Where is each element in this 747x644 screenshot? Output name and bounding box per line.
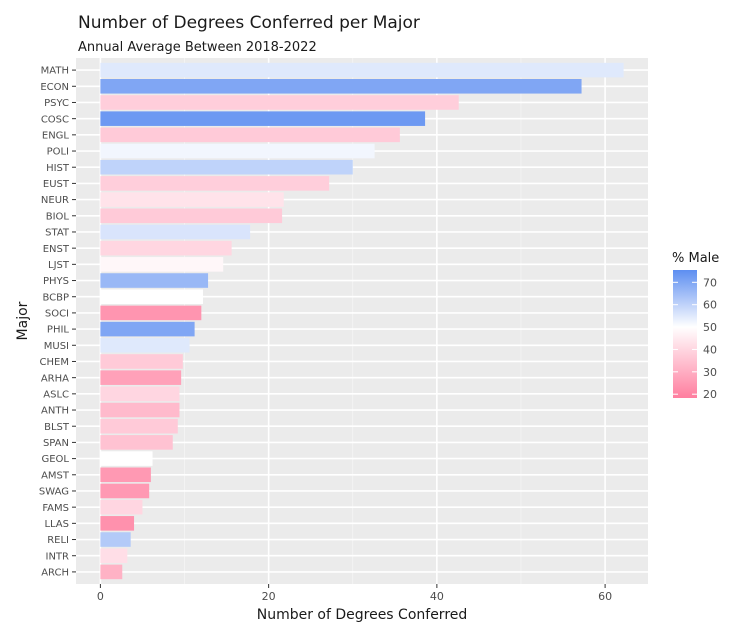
bar-stat bbox=[100, 224, 251, 240]
y-tick-label: RELI bbox=[47, 535, 69, 546]
bar-arch bbox=[100, 564, 123, 580]
legend-label: 50 bbox=[703, 321, 717, 334]
y-tick-label: ANTH bbox=[41, 406, 69, 417]
y-tick-label: PSYC bbox=[44, 98, 69, 109]
bar-anth bbox=[100, 402, 180, 418]
y-tick-label: LJST bbox=[48, 260, 70, 271]
bars bbox=[100, 62, 624, 580]
bar-amst bbox=[100, 467, 151, 483]
bar-hist bbox=[100, 159, 353, 175]
bar-phil bbox=[100, 321, 195, 337]
y-tick-label: ARCH bbox=[41, 568, 69, 579]
y-tick-label: SOCI bbox=[45, 309, 69, 320]
bar-span bbox=[100, 435, 173, 450]
bar-musi bbox=[100, 337, 190, 353]
bar-math bbox=[100, 62, 624, 78]
y-tick-label: FAMS bbox=[42, 503, 69, 514]
bar-fams bbox=[100, 499, 143, 515]
y-tick-label: CHEM bbox=[40, 357, 69, 368]
bar-biol bbox=[100, 208, 283, 224]
bar-blst bbox=[100, 418, 178, 434]
bar-soci bbox=[100, 305, 202, 321]
bar-neur bbox=[100, 192, 284, 207]
bar-ljst bbox=[100, 257, 224, 272]
y-tick-label: MUSI bbox=[44, 341, 69, 352]
bar-intr bbox=[100, 548, 128, 564]
x-tick-label: 0 bbox=[97, 590, 104, 603]
y-axis-title: Major bbox=[15, 301, 31, 340]
x-tick-label: 40 bbox=[430, 590, 444, 603]
y-tick-label: SWAG bbox=[39, 487, 69, 498]
bar-phys bbox=[100, 273, 209, 288]
bar-cosc bbox=[100, 111, 426, 126]
bar-bcbp bbox=[100, 289, 204, 305]
y-tick-label: ECON bbox=[40, 82, 69, 93]
y-tick-label: ENGL bbox=[42, 130, 70, 141]
legend: % Male 70 60 50 40 30 20 bbox=[672, 251, 719, 401]
y-tick-label: STAT bbox=[45, 228, 70, 239]
bar-reli bbox=[100, 532, 131, 547]
y-tick-label: LLAS bbox=[44, 519, 69, 530]
y-tick-label: BLST bbox=[44, 422, 70, 433]
legend-label: 60 bbox=[703, 299, 717, 312]
bar-engl bbox=[100, 127, 400, 143]
legend-label: 30 bbox=[703, 366, 717, 379]
bar-eust bbox=[100, 176, 330, 191]
bar-llas bbox=[100, 516, 135, 531]
y-tick-label: BIOL bbox=[46, 211, 70, 222]
legend-colorbar bbox=[673, 270, 697, 398]
y-tick-label: NEUR bbox=[41, 195, 69, 206]
bar-chem bbox=[100, 354, 183, 369]
bar-swag bbox=[100, 483, 150, 499]
y-axis: MATH ECON PSYC COSC ENGL POLI HIST EUST NEUR BIOL… bbox=[39, 66, 76, 579]
y-tick-label: ASLC bbox=[43, 389, 69, 400]
y-tick-label: AMST bbox=[41, 470, 70, 481]
y-tick-label: ENST bbox=[43, 244, 70, 255]
y-tick-label: HIST bbox=[46, 163, 70, 174]
bar-psyc bbox=[100, 95, 459, 110]
y-tick-label: GEOL bbox=[41, 454, 69, 465]
legend-label: 20 bbox=[703, 388, 717, 401]
x-tick-label: 20 bbox=[262, 590, 276, 603]
legend-label: 40 bbox=[703, 343, 717, 356]
y-tick-label: PHIL bbox=[47, 325, 69, 336]
x-tick-label: 60 bbox=[598, 590, 612, 603]
bar-poli bbox=[100, 143, 375, 159]
y-tick-label: SPAN bbox=[43, 438, 69, 449]
y-tick-label: POLI bbox=[47, 147, 69, 158]
y-tick-label: ARHA bbox=[41, 373, 69, 384]
legend-title: % Male bbox=[672, 251, 719, 266]
y-tick-label: COSC bbox=[41, 114, 69, 125]
y-tick-label: INTR bbox=[46, 551, 70, 562]
y-tick-label: EUST bbox=[43, 179, 70, 190]
y-tick-label: MATH bbox=[41, 66, 69, 77]
bar-enst bbox=[100, 240, 232, 256]
bar-econ bbox=[100, 78, 582, 94]
y-tick-label: BCBP bbox=[42, 292, 69, 303]
bar-arha bbox=[100, 370, 182, 385]
bar-aslc bbox=[100, 386, 180, 402]
y-tick-label: PHYS bbox=[43, 276, 69, 287]
chart-subtitle: Annual Average Between 2018-2022 bbox=[78, 40, 317, 55]
bar-geol bbox=[100, 451, 153, 466]
x-axis-title: Number of Degrees Conferred bbox=[257, 607, 468, 623]
x-axis: 0 20 40 60 bbox=[97, 584, 612, 603]
legend-label: 70 bbox=[703, 276, 717, 289]
chart-title: Number of Degrees Conferred per Major bbox=[78, 13, 420, 33]
